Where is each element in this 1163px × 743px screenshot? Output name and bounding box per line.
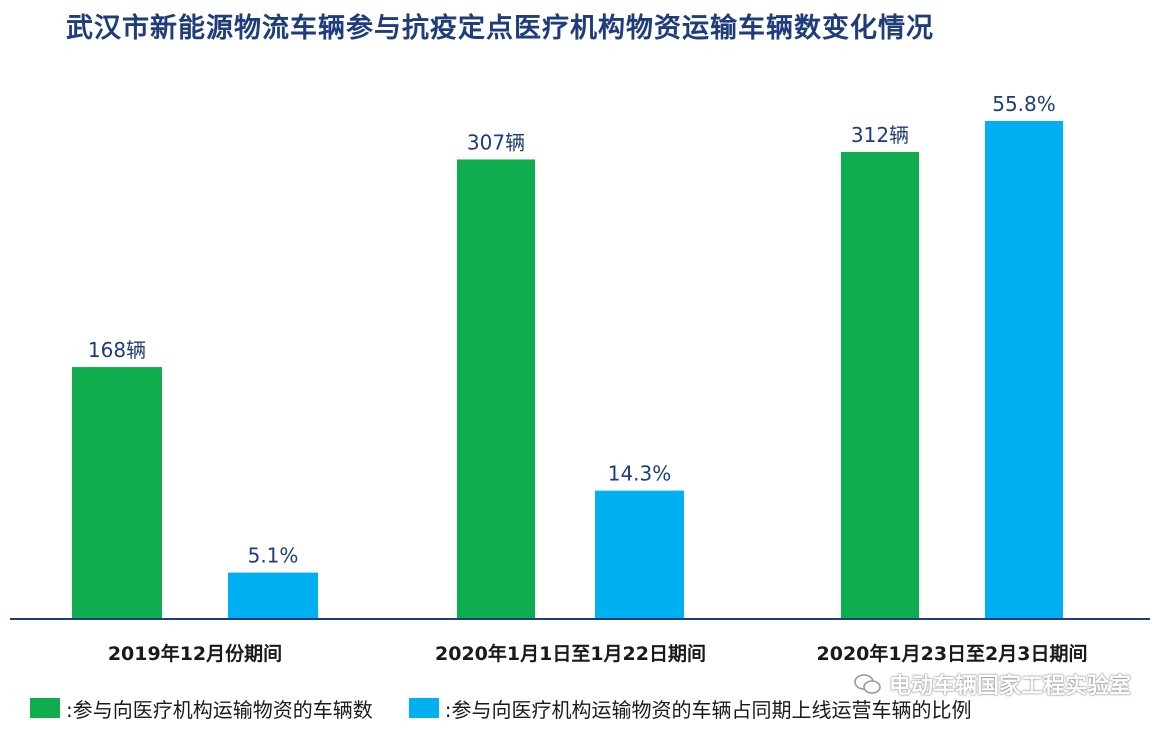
bars-group: [72, 121, 1063, 618]
legend: :参与向医疗机构运输物资的车辆数 :参与向医疗机构运输物资的车辆占同期上线运营车…: [30, 692, 1008, 724]
bar-ratio-2: [985, 121, 1063, 618]
category-label-2: 2020年1月23日至2月3日期间: [817, 642, 1088, 665]
category-label-0: 2019年12月份期间: [108, 642, 282, 665]
value-label-ratio-0: 5.1%: [248, 544, 299, 568]
value-label-vehicles-1: 307辆: [467, 130, 525, 154]
value-label-ratio-1: 14.3%: [608, 462, 672, 486]
category-labels-group: 2019年12月份期间 2020年1月1日至1月22日期间 2020年1月23日至2…: [108, 642, 1088, 665]
value-labels-group: 168辆 5.1% 307辆 14.3% 312辆 55.8%: [88, 92, 1056, 568]
legend-item-vehicles: :参与向医疗机构运输物资的车辆数: [30, 694, 373, 723]
value-label-vehicles-0: 168辆: [88, 338, 146, 362]
bar-ratio-0: [228, 572, 318, 618]
watermark: 电动车辆国家工程实验室: [853, 668, 1131, 700]
wechat-icon: [854, 674, 881, 694]
legend-label-vehicles: :参与向医疗机构运输物资的车辆数: [66, 697, 373, 722]
category-label-1: 2020年1月1日至1月22日期间: [435, 642, 706, 665]
bar-vehicles-2: [841, 152, 919, 618]
legend-swatch-green: [30, 698, 60, 718]
value-label-vehicles-2: 312辆: [851, 123, 909, 147]
bar-vehicles-0: [72, 367, 162, 618]
bar-ratio-1: [595, 490, 684, 618]
value-label-ratio-2: 55.8%: [992, 92, 1056, 116]
legend-label-ratio: :参与向医疗机构运输物资的车辆占同期上线运营车辆的比例: [444, 697, 972, 722]
chart-title: 武汉市新能源物流车辆参与抗疫定点医疗机构物资运输车辆数变化情况: [66, 13, 934, 44]
legend-item-ratio: :参与向医疗机构运输物资的车辆占同期上线运营车辆的比例: [408, 694, 972, 723]
bar-vehicles-1: [457, 159, 535, 618]
legend-swatch-blue: [408, 698, 439, 718]
watermark-text: 电动车辆国家工程实验室: [888, 674, 1131, 699]
